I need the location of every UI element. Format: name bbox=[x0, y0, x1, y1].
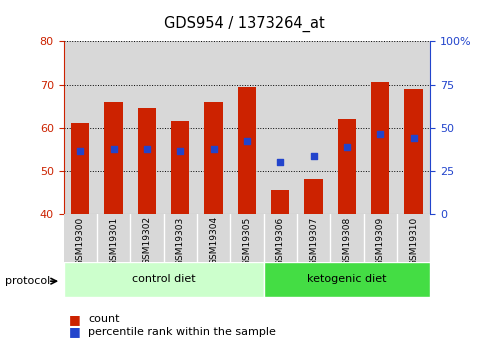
Text: GSM19308: GSM19308 bbox=[342, 216, 351, 266]
Bar bbox=[97, 214, 130, 262]
Bar bbox=[97, 41, 130, 214]
Text: GSM19307: GSM19307 bbox=[308, 216, 318, 266]
Point bbox=[309, 153, 317, 158]
Bar bbox=[130, 214, 163, 262]
Bar bbox=[230, 41, 263, 214]
Bar bbox=[71, 123, 89, 214]
Bar bbox=[404, 89, 422, 214]
Bar bbox=[270, 190, 289, 214]
Point bbox=[176, 149, 184, 154]
Bar bbox=[304, 179, 322, 214]
Point bbox=[343, 144, 350, 150]
Bar bbox=[396, 214, 429, 262]
Bar bbox=[104, 102, 122, 214]
Bar bbox=[63, 41, 97, 214]
Text: GSM19305: GSM19305 bbox=[242, 216, 251, 266]
Bar bbox=[263, 214, 296, 262]
Point bbox=[76, 149, 84, 154]
Text: GSM19303: GSM19303 bbox=[175, 216, 184, 266]
Text: GSM19306: GSM19306 bbox=[275, 216, 284, 266]
Bar bbox=[138, 108, 156, 214]
Point bbox=[209, 146, 217, 152]
Bar bbox=[396, 41, 429, 214]
Text: protocol: protocol bbox=[5, 276, 50, 286]
Text: GSM19309: GSM19309 bbox=[375, 216, 384, 266]
Bar bbox=[296, 214, 329, 262]
Bar bbox=[329, 214, 363, 262]
Bar bbox=[329, 41, 363, 214]
Text: control diet: control diet bbox=[131, 275, 195, 284]
Text: GSM19310: GSM19310 bbox=[408, 216, 417, 266]
Bar bbox=[197, 214, 230, 262]
Text: GSM19301: GSM19301 bbox=[109, 216, 118, 266]
Bar bbox=[296, 41, 329, 214]
Text: percentile rank within the sample: percentile rank within the sample bbox=[88, 327, 275, 337]
Bar bbox=[230, 214, 263, 262]
Text: ketogenic diet: ketogenic diet bbox=[306, 275, 386, 284]
Point bbox=[276, 159, 284, 165]
Bar bbox=[237, 87, 256, 214]
Text: GSM19302: GSM19302 bbox=[142, 216, 151, 265]
Text: GDS954 / 1373264_at: GDS954 / 1373264_at bbox=[164, 16, 324, 32]
Text: GSM19304: GSM19304 bbox=[209, 216, 218, 265]
Bar bbox=[337, 119, 355, 214]
Bar bbox=[171, 121, 189, 214]
Text: count: count bbox=[88, 314, 119, 324]
Point bbox=[142, 146, 150, 152]
Bar bbox=[204, 102, 223, 214]
Point bbox=[243, 138, 250, 144]
Bar bbox=[363, 214, 396, 262]
Text: ■: ■ bbox=[68, 325, 80, 338]
Bar bbox=[263, 262, 429, 297]
Bar bbox=[363, 41, 396, 214]
Bar bbox=[197, 41, 230, 214]
Text: GSM19300: GSM19300 bbox=[76, 216, 84, 266]
Bar bbox=[130, 41, 163, 214]
Text: ■: ■ bbox=[68, 313, 80, 326]
Bar bbox=[63, 262, 263, 297]
Bar bbox=[263, 41, 296, 214]
Point bbox=[109, 146, 117, 152]
Bar bbox=[163, 214, 197, 262]
Bar bbox=[163, 41, 197, 214]
Bar bbox=[370, 82, 388, 214]
Bar bbox=[63, 214, 97, 262]
Point bbox=[409, 136, 417, 141]
Point bbox=[376, 131, 384, 137]
